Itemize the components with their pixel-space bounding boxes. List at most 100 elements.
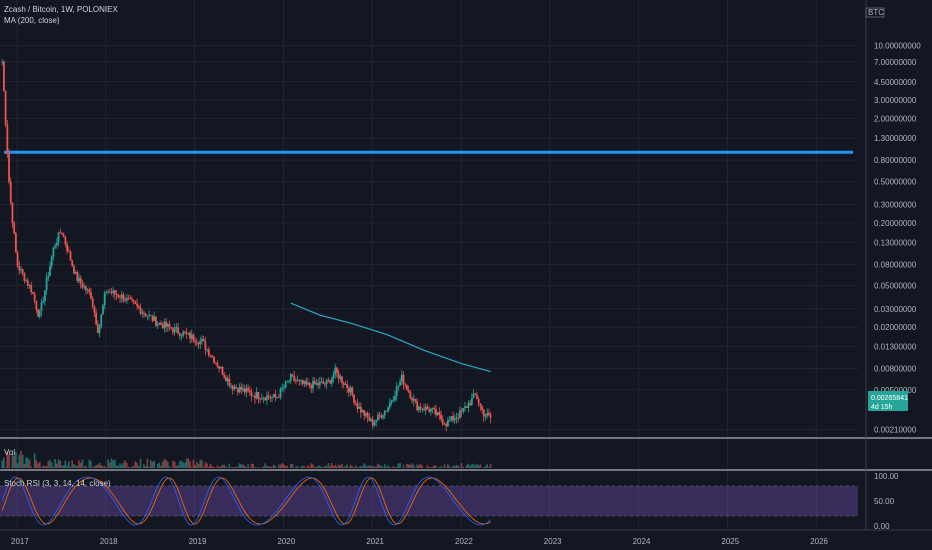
volume-bar bbox=[132, 465, 135, 468]
volume-bar bbox=[303, 466, 306, 468]
volume-bar bbox=[266, 465, 268, 468]
volume-bar bbox=[33, 453, 36, 468]
currency-label: BTC bbox=[868, 8, 884, 17]
candle-body bbox=[154, 316, 157, 326]
candle-body bbox=[240, 386, 243, 391]
volume-bar bbox=[42, 465, 44, 468]
candle-body bbox=[156, 324, 159, 326]
volume-bar bbox=[409, 464, 412, 468]
candle-body bbox=[412, 398, 415, 401]
volume-bar bbox=[295, 466, 297, 468]
candle-body bbox=[431, 408, 434, 410]
price-tick: 0.30000000 bbox=[874, 201, 917, 210]
candle-body bbox=[66, 244, 68, 252]
volume-bar bbox=[349, 464, 352, 468]
candle-body bbox=[295, 380, 297, 382]
candle-body bbox=[395, 386, 398, 396]
candle-body bbox=[392, 399, 395, 401]
candle-body bbox=[74, 272, 77, 274]
candle-body bbox=[286, 381, 289, 383]
volume-bar bbox=[233, 466, 236, 468]
candle-body bbox=[14, 233, 17, 253]
candle-body bbox=[91, 298, 94, 307]
volume-bar bbox=[206, 463, 208, 468]
volume-bar bbox=[185, 458, 188, 468]
volume-bar bbox=[284, 466, 287, 468]
candle-body bbox=[195, 342, 198, 344]
candle-body bbox=[245, 388, 248, 393]
candle-body bbox=[33, 294, 36, 301]
volume-bar bbox=[421, 465, 424, 468]
volume-bar bbox=[356, 467, 359, 468]
candle-body bbox=[259, 398, 261, 400]
volume-bar bbox=[76, 466, 79, 468]
candle-body bbox=[260, 398, 263, 400]
candle-body bbox=[168, 324, 171, 328]
candle-body bbox=[264, 397, 267, 401]
candle-body bbox=[84, 286, 87, 291]
volume-bar bbox=[228, 463, 231, 468]
price-tick: 0.00500000 bbox=[874, 386, 917, 395]
candle-body bbox=[177, 327, 179, 334]
volume-bar bbox=[6, 451, 9, 468]
candle-body bbox=[151, 315, 154, 321]
candle-body bbox=[67, 251, 70, 253]
candle-body bbox=[315, 383, 318, 385]
volume-bar bbox=[225, 466, 227, 468]
volume-bar bbox=[348, 466, 350, 468]
volume-bar bbox=[69, 466, 72, 468]
candle-body bbox=[243, 388, 246, 393]
volume-bar bbox=[272, 464, 275, 468]
volume-bar bbox=[460, 463, 463, 468]
candle-body bbox=[419, 406, 422, 410]
volume-bar bbox=[269, 466, 272, 468]
candle-body bbox=[400, 374, 403, 382]
grid-lines bbox=[0, 0, 932, 531]
candle-body bbox=[117, 294, 120, 297]
volume-bar bbox=[489, 464, 492, 468]
volume-bar bbox=[62, 465, 65, 468]
candle-body bbox=[112, 290, 115, 294]
candle-body bbox=[318, 382, 321, 386]
volume-bar bbox=[325, 466, 328, 468]
volume-bar bbox=[319, 465, 321, 468]
candle-body bbox=[1, 61, 4, 63]
volume-bar bbox=[440, 466, 442, 468]
candle-body bbox=[143, 312, 145, 314]
price-tick: 0.02000000 bbox=[874, 323, 917, 332]
candle-body bbox=[423, 408, 425, 411]
volume-bar bbox=[279, 464, 282, 468]
candle-body bbox=[388, 402, 391, 408]
candle-body bbox=[487, 413, 490, 415]
volume-bar bbox=[161, 461, 164, 468]
volume-bar bbox=[100, 465, 103, 468]
candle-body bbox=[440, 414, 442, 420]
volume-bar bbox=[189, 461, 191, 468]
volume-bar bbox=[197, 463, 200, 468]
candle-body bbox=[187, 332, 190, 334]
candle-body bbox=[201, 339, 203, 341]
candle-body bbox=[139, 308, 142, 314]
volume-bar bbox=[11, 454, 14, 468]
volume-bar bbox=[262, 466, 265, 468]
volume-bar bbox=[27, 458, 29, 468]
candle-body bbox=[78, 277, 80, 281]
price-axis[interactable]: 10.00000000 7.00000000 4.50000000 3.0000000… bbox=[874, 42, 921, 531]
volume-bar bbox=[344, 465, 347, 468]
volume-bar bbox=[40, 467, 43, 468]
time-axis[interactable]: 2017 2018 2019 2020 2021 2022 2023 2024 2025 2026 bbox=[11, 537, 829, 546]
price-tick: 0.08000000 bbox=[874, 260, 917, 269]
candle-body bbox=[9, 181, 12, 203]
volume-bar bbox=[240, 464, 243, 468]
volume-bar bbox=[83, 466, 85, 468]
volume-bar bbox=[208, 466, 210, 468]
candle-body bbox=[206, 349, 209, 351]
volume-bar bbox=[119, 463, 121, 468]
volume-bar bbox=[267, 466, 270, 468]
volume-bar bbox=[95, 465, 97, 468]
candle-body bbox=[267, 395, 270, 398]
volume-bar bbox=[462, 467, 465, 468]
volume-bar bbox=[330, 463, 333, 468]
volume-bar bbox=[138, 466, 140, 468]
